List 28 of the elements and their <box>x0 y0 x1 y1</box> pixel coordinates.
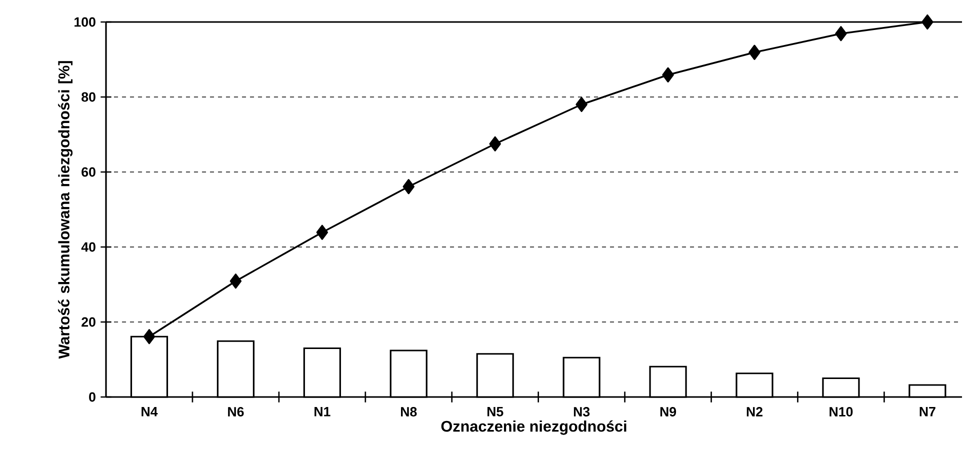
x-tick-label: N7 <box>920 407 936 416</box>
point <box>316 224 328 240</box>
y-tick-label: 20 <box>82 317 96 327</box>
point <box>402 179 414 194</box>
x-tick-label: N1 <box>314 407 330 416</box>
point <box>489 136 501 152</box>
y-tick-label: 0 <box>89 392 96 402</box>
x-tick-label: N10 <box>830 407 853 416</box>
y-tick-label: 60 <box>82 167 96 177</box>
point <box>230 274 242 289</box>
x-axis-title: Oznaczenie niezgodności <box>441 420 626 435</box>
point <box>748 44 760 60</box>
x-tick-label: N8 <box>401 407 417 416</box>
y-tick-label: 80 <box>82 92 96 102</box>
x-tick-label: N5 <box>487 407 504 416</box>
x-tick-label: N9 <box>660 407 676 416</box>
point <box>922 14 934 30</box>
point <box>143 329 156 344</box>
x-tick-label: N3 <box>574 407 590 416</box>
y-tick-label: 100 <box>74 17 96 27</box>
point <box>835 26 847 42</box>
x-tick-label: N4 <box>142 407 158 416</box>
point <box>576 96 588 112</box>
x-tick-label: N6 <box>228 407 244 416</box>
x-tick-label: N2 <box>746 407 762 416</box>
point <box>662 67 674 82</box>
y-axis-title: Wartość skumulowana niezgodności [%] <box>58 61 73 359</box>
y-tick-label: 40 <box>81 242 96 252</box>
